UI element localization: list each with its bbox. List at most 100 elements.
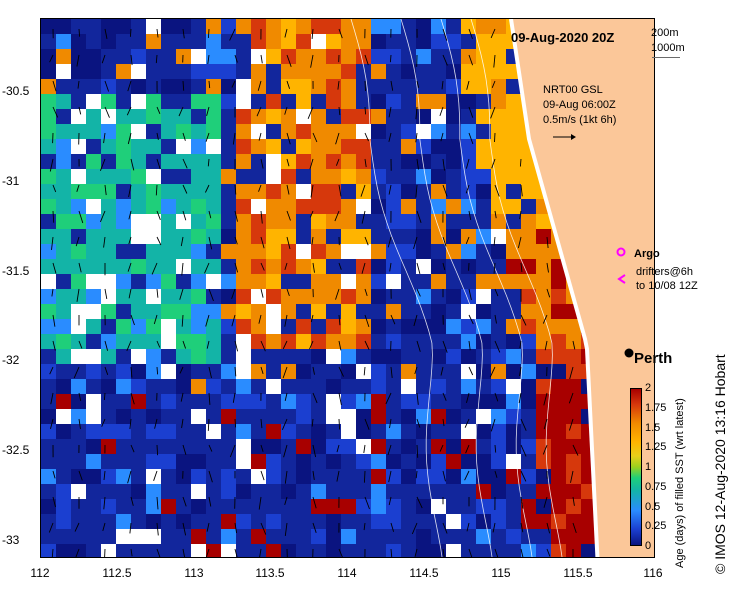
sst-cell xyxy=(311,394,327,410)
sst-cell xyxy=(461,124,477,140)
sst-cell xyxy=(191,19,207,35)
sst-cell xyxy=(371,79,387,95)
sst-cell xyxy=(86,364,102,380)
current-vector xyxy=(312,496,317,509)
current-vector xyxy=(363,470,366,483)
sst-cell xyxy=(401,34,417,50)
current-vector xyxy=(103,496,106,510)
sst-cell xyxy=(86,289,102,305)
sst-cell xyxy=(191,469,207,485)
sst-cell xyxy=(311,199,327,215)
sst-cell xyxy=(296,364,312,380)
current-vector xyxy=(546,236,549,249)
sst-cell xyxy=(431,184,447,200)
current-vector xyxy=(151,262,158,275)
sst-cell xyxy=(206,184,222,200)
sst-cell xyxy=(506,499,522,515)
sst-cell xyxy=(41,514,57,530)
sst-cell xyxy=(551,439,567,455)
sst-cell xyxy=(56,424,72,440)
sst-cell xyxy=(461,94,477,110)
current-vector xyxy=(494,548,499,557)
sst-cell xyxy=(86,19,102,35)
sst-cell xyxy=(341,439,357,455)
sst-cell xyxy=(296,304,312,320)
sst-cell xyxy=(536,514,552,530)
current-vector xyxy=(468,340,471,351)
sst-cell xyxy=(371,274,387,290)
colorbar-tick: 0 xyxy=(645,540,652,552)
sst-cell xyxy=(56,94,72,110)
sst-cell xyxy=(116,319,132,335)
sst-cell xyxy=(311,439,327,455)
sst-cell xyxy=(131,139,147,155)
sst-cell xyxy=(56,304,72,320)
sst-cell xyxy=(41,364,57,380)
current-vector xyxy=(260,54,263,64)
sst-cell xyxy=(146,79,162,95)
current-vector xyxy=(312,392,318,404)
current-vector xyxy=(258,496,262,510)
sst-cell xyxy=(566,304,578,320)
sst-cell xyxy=(476,439,492,455)
sst-cell xyxy=(461,229,477,245)
sst-cell xyxy=(146,469,162,485)
sst-cell xyxy=(206,79,222,95)
sst-cell xyxy=(566,409,582,425)
current-vector xyxy=(104,366,109,375)
current-vector xyxy=(520,522,524,533)
sst-cell xyxy=(266,94,282,110)
sst-cell xyxy=(311,484,327,500)
sst-cell xyxy=(341,274,357,290)
current-vector xyxy=(49,158,54,172)
sst-cell xyxy=(416,469,432,485)
sst-cell xyxy=(131,79,147,95)
sst-cell xyxy=(446,454,462,470)
sst-cell xyxy=(101,529,117,545)
sst-map[interactable] xyxy=(40,18,655,558)
sst-cell xyxy=(311,94,327,110)
current-vector xyxy=(284,314,288,327)
sst-cell xyxy=(131,169,147,185)
sst-cell xyxy=(146,439,162,455)
y-tick-label: -32 xyxy=(2,353,20,367)
sst-cell xyxy=(356,484,372,500)
sst-cell xyxy=(476,79,492,95)
sst-cell xyxy=(236,499,252,515)
sst-cell xyxy=(71,544,87,557)
sst-cell xyxy=(506,394,522,410)
sst-cell xyxy=(191,109,207,125)
current-vector xyxy=(156,28,159,38)
sst-cell xyxy=(161,124,177,140)
current-vector xyxy=(416,262,421,275)
sst-cell xyxy=(356,199,372,215)
sst-cell xyxy=(221,19,237,35)
sst-cell xyxy=(386,484,402,500)
current-vector xyxy=(260,158,264,169)
sst-cell xyxy=(431,19,447,35)
sst-cell xyxy=(116,424,132,440)
sst-cell xyxy=(416,274,432,290)
sst-cell xyxy=(536,394,552,410)
current-vector xyxy=(520,262,523,273)
current-vector xyxy=(492,522,496,533)
sst-cell xyxy=(191,169,207,185)
current-vector xyxy=(104,184,107,196)
current-vector xyxy=(234,340,239,352)
sst-cell xyxy=(161,544,177,557)
sst-cell xyxy=(191,454,207,470)
current-vector xyxy=(206,106,210,117)
sst-cell xyxy=(371,259,387,275)
sst-cell xyxy=(206,19,222,35)
sst-cell xyxy=(251,199,267,215)
sst-cell xyxy=(296,484,312,500)
sst-cell xyxy=(461,394,477,410)
current-vector xyxy=(518,392,522,404)
current-vector xyxy=(156,366,159,375)
sst-cell xyxy=(251,259,267,275)
sst-cell xyxy=(266,289,282,305)
sst-cell xyxy=(116,454,132,470)
sst-cell xyxy=(101,274,117,290)
current-vector xyxy=(311,28,314,39)
sst-cell xyxy=(566,544,582,557)
